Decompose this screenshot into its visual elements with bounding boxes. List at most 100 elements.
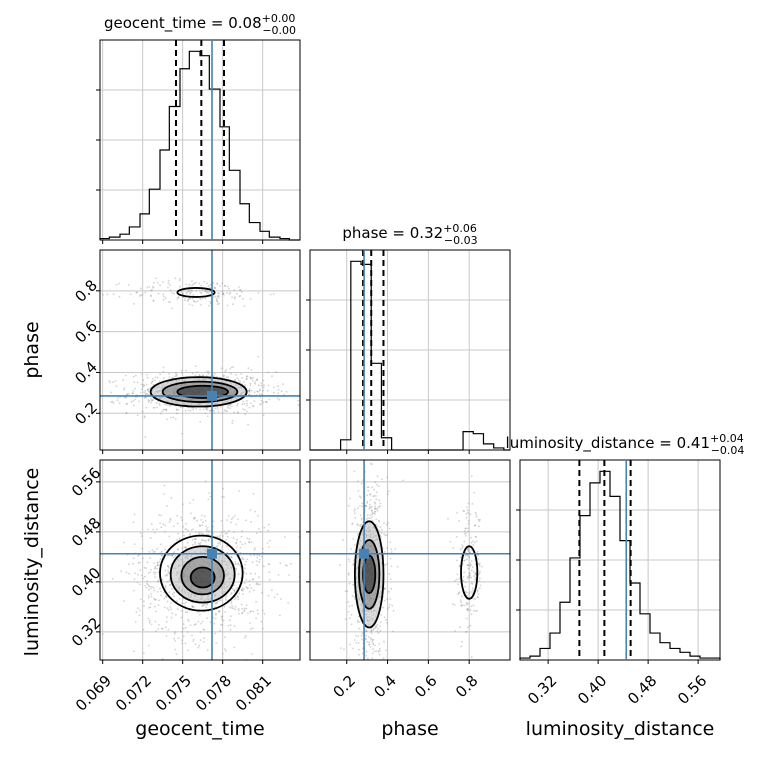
sample-point bbox=[178, 279, 181, 282]
sample-point bbox=[269, 293, 272, 296]
sample-point bbox=[471, 583, 474, 585]
sample-point bbox=[361, 638, 363, 641]
sample-point bbox=[242, 408, 244, 410]
sample-point bbox=[215, 602, 218, 605]
sample-point bbox=[123, 600, 126, 603]
sample-point bbox=[268, 571, 271, 574]
sample-point bbox=[223, 374, 225, 377]
sample-point bbox=[265, 400, 268, 403]
sample-point bbox=[352, 564, 355, 566]
sample-point bbox=[127, 284, 130, 286]
sample-point bbox=[248, 389, 251, 392]
sample-point bbox=[243, 571, 246, 574]
sample-point bbox=[246, 402, 248, 405]
sample-point bbox=[478, 564, 481, 567]
sample-point bbox=[254, 510, 256, 513]
sample-point bbox=[158, 402, 161, 405]
sample-point bbox=[477, 518, 480, 521]
sample-point bbox=[470, 582, 473, 585]
sample-point bbox=[241, 403, 244, 406]
sample-point bbox=[188, 283, 191, 286]
sample-point bbox=[460, 605, 463, 607]
sample-point bbox=[164, 569, 167, 572]
sample-point bbox=[366, 486, 369, 489]
sample-point bbox=[142, 379, 145, 382]
sample-point bbox=[256, 609, 259, 612]
sample-point bbox=[368, 636, 370, 638]
sample-point bbox=[373, 508, 376, 510]
sample-point bbox=[222, 487, 224, 490]
sample-point bbox=[160, 594, 162, 597]
sample-point bbox=[243, 567, 246, 570]
sample-point bbox=[196, 519, 198, 522]
sample-point bbox=[261, 627, 264, 630]
sample-point bbox=[229, 403, 232, 406]
sample-point bbox=[253, 589, 255, 592]
sample-point bbox=[241, 543, 244, 546]
sample-point bbox=[348, 605, 351, 608]
sample-point bbox=[465, 631, 468, 633]
sample-point bbox=[377, 485, 380, 488]
sample-point bbox=[237, 596, 240, 599]
sample-point bbox=[168, 584, 171, 586]
sample-point bbox=[384, 551, 386, 553]
sample-point bbox=[233, 589, 235, 592]
sample-point bbox=[198, 374, 201, 376]
sample-point bbox=[353, 595, 356, 598]
sample-point bbox=[358, 653, 360, 656]
sample-point bbox=[383, 599, 386, 602]
sample-point bbox=[205, 525, 207, 527]
sample-point bbox=[167, 301, 170, 303]
sample-point bbox=[229, 615, 232, 618]
sample-point bbox=[224, 284, 226, 287]
sample-point bbox=[371, 657, 373, 660]
sample-point bbox=[368, 643, 370, 646]
sample-point bbox=[139, 569, 142, 571]
sample-point bbox=[377, 627, 379, 630]
sample-point bbox=[152, 551, 155, 553]
sample-point bbox=[369, 645, 372, 648]
sample-point bbox=[166, 607, 169, 610]
sample-point bbox=[163, 606, 166, 609]
sample-point bbox=[244, 634, 247, 637]
sample-point bbox=[194, 538, 197, 540]
sample-point bbox=[266, 389, 269, 392]
sample-point bbox=[280, 390, 283, 393]
sample-point bbox=[390, 587, 393, 590]
hist-steps-luminosity_distance bbox=[519, 470, 721, 660]
sample-point bbox=[375, 650, 378, 652]
sample-point bbox=[143, 605, 146, 607]
sample-point bbox=[192, 528, 195, 531]
sample-point bbox=[236, 538, 239, 541]
sample-point bbox=[452, 603, 454, 605]
sample-point bbox=[375, 453, 377, 455]
sample-point bbox=[221, 292, 224, 295]
sample-point bbox=[212, 296, 215, 299]
sample-point bbox=[261, 609, 264, 612]
sample-point bbox=[146, 286, 149, 289]
contour-luminosity_distance|geocent_time-1 bbox=[180, 555, 225, 596]
panel-luminosity_distance-vs-phase bbox=[306, 453, 511, 664]
sample-point bbox=[199, 421, 202, 423]
sample-point bbox=[169, 289, 172, 291]
sample-point bbox=[201, 297, 204, 300]
sample-point bbox=[191, 372, 194, 375]
sample-point bbox=[469, 565, 472, 567]
sample-point bbox=[377, 631, 380, 634]
sample-point bbox=[275, 371, 277, 373]
sample-point bbox=[204, 412, 207, 415]
sample-point bbox=[225, 376, 228, 379]
hist-panel-phase bbox=[306, 249, 511, 454]
sample-point bbox=[166, 554, 169, 557]
sample-point bbox=[216, 535, 219, 538]
sample-point bbox=[228, 404, 231, 407]
sample-point bbox=[481, 565, 483, 568]
sample-point bbox=[146, 389, 149, 391]
sample-point bbox=[186, 611, 189, 614]
sample-point bbox=[164, 297, 167, 300]
sample-point bbox=[124, 396, 127, 399]
sample-point bbox=[245, 586, 248, 589]
contour-luminosity_distance|geocent_time-0 bbox=[189, 566, 216, 589]
sample-point bbox=[134, 572, 137, 575]
sample-point bbox=[360, 523, 363, 526]
